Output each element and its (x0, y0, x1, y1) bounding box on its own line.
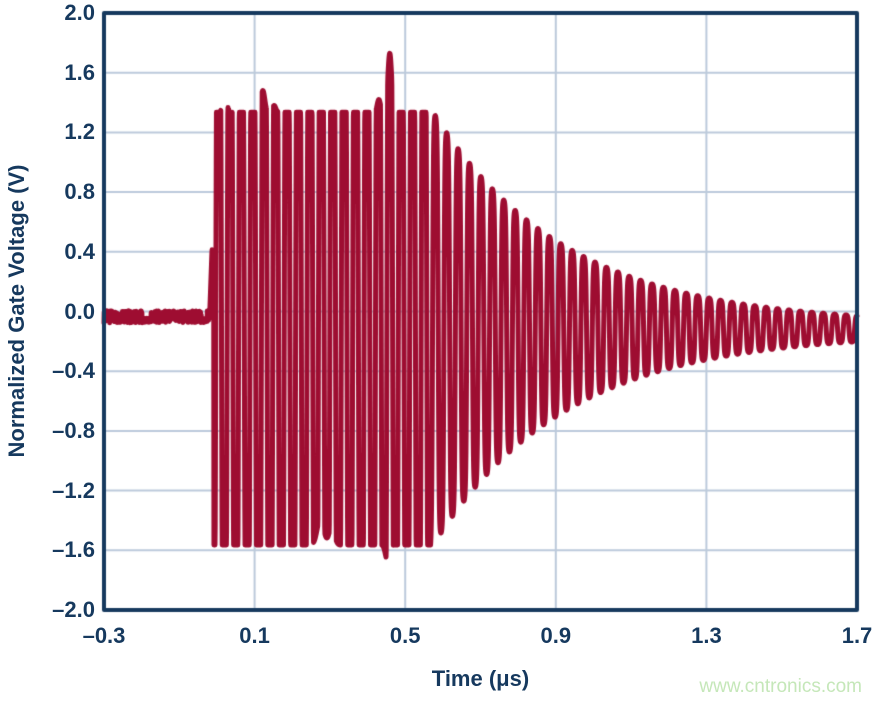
x-axis-title: Time (μs) (431, 666, 530, 691)
x-tick-label: 1.7 (841, 623, 873, 648)
y-tick-label: 1.6 (64, 59, 95, 85)
y-tick-label: –0.4 (52, 358, 95, 384)
y-tick-label: 0.4 (64, 238, 95, 264)
x-tick-label: 0.5 (389, 623, 421, 648)
y-tick-label: –1.2 (52, 477, 95, 503)
y-tick-label: –0.8 (52, 417, 95, 443)
watermark-text: www.cntronics.com (699, 676, 862, 697)
y-tick-label: 0.0 (64, 298, 95, 324)
y-tick-label: 0.8 (64, 179, 95, 205)
x-tick-label: 0.9 (540, 623, 572, 648)
y-tick-label: 1.2 (64, 119, 95, 145)
y-tick-label: –1.6 (52, 537, 95, 563)
x-tick-label: –0.3 (82, 623, 126, 648)
y-axis-title: Normalized Gate Voltage (V) (4, 164, 29, 458)
x-tick-label: 1.3 (691, 623, 722, 648)
y-tick-label: 2.0 (64, 0, 95, 25)
x-tick-label: 0.1 (239, 623, 270, 648)
y-tick-label: –2.0 (52, 597, 95, 622)
